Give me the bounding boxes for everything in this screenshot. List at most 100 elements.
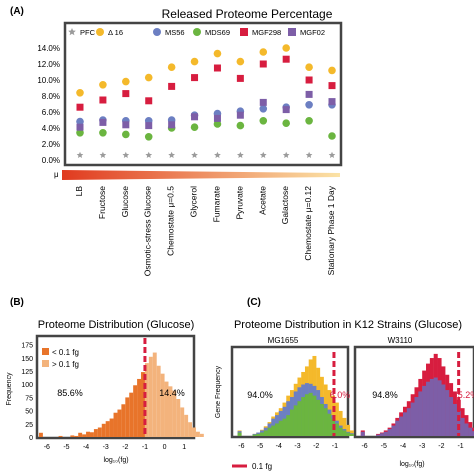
chart-c-title: Proteome Distribution in K12 Strains (Gl… bbox=[234, 319, 462, 331]
x-tick-label: -1 bbox=[332, 443, 338, 450]
annotation-percent: 94.8% bbox=[372, 390, 398, 400]
point-mds69 bbox=[259, 117, 268, 125]
legend-swatch bbox=[42, 348, 49, 355]
point-mds69 bbox=[213, 120, 222, 128]
annotation-percent: 5.2% bbox=[458, 390, 474, 400]
chart-b-frame bbox=[35, 334, 196, 440]
chart-c2-frame bbox=[353, 345, 474, 439]
point-16 bbox=[99, 81, 107, 89]
annotation-percent: 85.6% bbox=[57, 388, 83, 398]
hist-bar bbox=[418, 391, 423, 436]
point-pfc bbox=[305, 151, 313, 158]
hist-bar bbox=[414, 397, 419, 436]
annotation-percent: 14.4% bbox=[159, 388, 185, 398]
point-pfc bbox=[99, 151, 107, 158]
point-mgf02 bbox=[236, 111, 244, 119]
y-tick-label: 8.0% bbox=[42, 92, 60, 101]
x-tick-label: -6 bbox=[44, 444, 50, 451]
hist-bar bbox=[456, 410, 461, 436]
chart-c2: -6 -5 -4 -3 -2 -1 94.8% 5.2% bbox=[360, 352, 474, 450]
point-mgf02 bbox=[99, 118, 107, 126]
hist-bar bbox=[338, 410, 343, 436]
x-tick-label: -3 bbox=[294, 443, 300, 450]
panel-label-b: (B) bbox=[10, 297, 24, 308]
y-tick-label: 100 bbox=[21, 382, 33, 389]
hist-bar bbox=[101, 423, 106, 437]
hist-bar bbox=[275, 423, 279, 436]
point-16 bbox=[282, 44, 290, 52]
annotation-percent: 6.0% bbox=[330, 390, 351, 400]
point-mgf02 bbox=[145, 122, 153, 130]
hist-bar bbox=[125, 397, 130, 437]
point-16 bbox=[236, 57, 245, 66]
x-category-label: Chemostate μ=0.5 bbox=[166, 186, 176, 256]
hist-bar bbox=[437, 380, 442, 436]
x-tick-label: -1 bbox=[457, 443, 463, 450]
hist-bar bbox=[379, 433, 384, 436]
point-ms56 bbox=[305, 101, 313, 109]
legend-label: Δ 16 bbox=[108, 28, 123, 37]
hist-bar bbox=[282, 418, 287, 436]
hist-bar bbox=[312, 395, 317, 436]
y-tick-label: 6.0% bbox=[42, 108, 60, 117]
hist-bar bbox=[176, 399, 181, 437]
x-tick-label: -5 bbox=[63, 444, 69, 451]
point-mgf298 bbox=[213, 64, 221, 72]
hist-bar bbox=[192, 427, 196, 437]
point-pfc bbox=[237, 151, 244, 158]
hist-bar bbox=[426, 381, 431, 436]
mu-label: μ bbox=[54, 170, 59, 179]
legend-marker bbox=[240, 28, 248, 36]
panel-label-c: (C) bbox=[247, 297, 261, 308]
x-tick-label: -1 bbox=[142, 444, 148, 451]
x-tick-label: -4 bbox=[83, 444, 89, 451]
point-mds69 bbox=[76, 129, 84, 137]
point-pfc bbox=[168, 151, 175, 158]
hist-bar bbox=[78, 432, 83, 437]
point-mgf298 bbox=[328, 82, 336, 90]
legend-label: MGF298 bbox=[252, 28, 281, 37]
chart-c1-subtitle: MG1655 bbox=[268, 336, 299, 345]
point-mgf298 bbox=[305, 76, 313, 84]
legend-label: > 0.1 fg bbox=[52, 360, 79, 369]
x-tick-label: -6 bbox=[361, 443, 367, 450]
point-mgf02 bbox=[259, 98, 267, 106]
hist-bar bbox=[117, 409, 122, 437]
legend-marker bbox=[288, 28, 296, 36]
point-pfc bbox=[259, 151, 267, 158]
point-mgf298 bbox=[122, 90, 130, 98]
hist-bar bbox=[105, 421, 110, 437]
y-tick-label: 50 bbox=[25, 409, 33, 416]
y-tick-label: 125 bbox=[21, 369, 33, 376]
legend-marker bbox=[68, 28, 76, 36]
x-category-label: Stationary Phase 1 Day bbox=[326, 185, 336, 275]
y-tick-label: 0.0% bbox=[42, 156, 60, 165]
point-mgf02 bbox=[76, 123, 84, 131]
hist-bar bbox=[74, 435, 79, 437]
x-tick-label: -5 bbox=[381, 443, 387, 450]
point-mds69 bbox=[190, 123, 199, 131]
point-mds69 bbox=[305, 117, 313, 125]
chart-a-x-labels: LB Fructose Glucose Osmotic-stress Glucose C… bbox=[74, 185, 336, 276]
hist-bar bbox=[376, 434, 381, 436]
point-mgf298 bbox=[259, 60, 267, 68]
point-16 bbox=[305, 63, 313, 71]
hist-bar bbox=[195, 431, 200, 437]
hist-bar bbox=[395, 420, 400, 436]
y-tick-label: 150 bbox=[21, 356, 33, 363]
legend-label: MDS69 bbox=[205, 28, 230, 37]
hist-bar bbox=[349, 433, 354, 436]
x-tick-label: -6 bbox=[238, 443, 244, 450]
x-category-label: Chemostate μ=0.12 bbox=[303, 186, 313, 261]
y-tick-label: 10.0% bbox=[37, 76, 60, 85]
point-16 bbox=[122, 77, 130, 86]
hist-bar bbox=[82, 434, 87, 437]
hist-bar bbox=[184, 414, 189, 437]
panel-label-a: (A) bbox=[10, 6, 24, 17]
point-mgf298 bbox=[191, 74, 199, 82]
hist-bar bbox=[286, 415, 291, 436]
chart-c1-frame bbox=[230, 345, 350, 439]
hist-bar bbox=[449, 397, 454, 436]
point-mgf298 bbox=[168, 82, 176, 90]
